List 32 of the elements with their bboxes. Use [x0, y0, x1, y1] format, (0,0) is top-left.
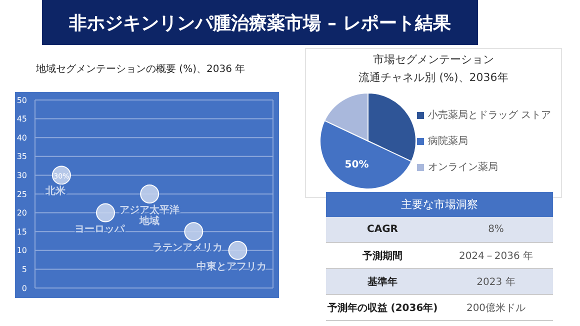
y-tick-label: 50 [16, 96, 27, 105]
legend-label: 小売薬局とドラッグ ストア [427, 108, 552, 123]
y-tick-label: 20 [16, 208, 27, 218]
y-tick-label: 40 [16, 133, 27, 142]
y-tick-label: 30 [16, 171, 27, 180]
text: 流通チャネル別 (%)、2036年 [358, 70, 510, 85]
y-tick-label: 10 [16, 246, 27, 256]
point [96, 203, 116, 222]
y-tick-label: 15 [16, 227, 27, 236]
text: 200億米ドル [465, 302, 527, 314]
legend-label: 病院薬局 [427, 134, 469, 149]
text: 2024－2036 年 [458, 250, 534, 262]
y-tick-label: 35 [16, 152, 27, 162]
data-label: 50% [344, 159, 369, 170]
text: 2023 年 [476, 276, 516, 288]
text: 予測年の収益 (2036年) [326, 302, 439, 314]
point [228, 240, 248, 260]
text: 8% [487, 224, 505, 235]
text: 予測期間 [362, 250, 404, 262]
y-tick-label: 45 [16, 114, 27, 124]
text: CAGR [366, 224, 399, 235]
text: 基準年 [366, 276, 398, 288]
point [140, 184, 160, 204]
y-tick-label: 25 [16, 190, 27, 199]
y-tick-label: 5 [22, 265, 27, 274]
point [184, 222, 204, 242]
legend-label: オンライン薬局 [427, 160, 499, 175]
text: 非ホジキンリンパ腫治療薬市場 – レポート結果 [42, 0, 478, 45]
text: 主要な市場洞察 [326, 192, 553, 217]
text: 市場セグメンテーション [372, 52, 495, 67]
y-tick-label: 0 [22, 284, 27, 293]
chart-title: 地域セグメンテーションの概要 (%)、2036 年 [35, 62, 246, 77]
